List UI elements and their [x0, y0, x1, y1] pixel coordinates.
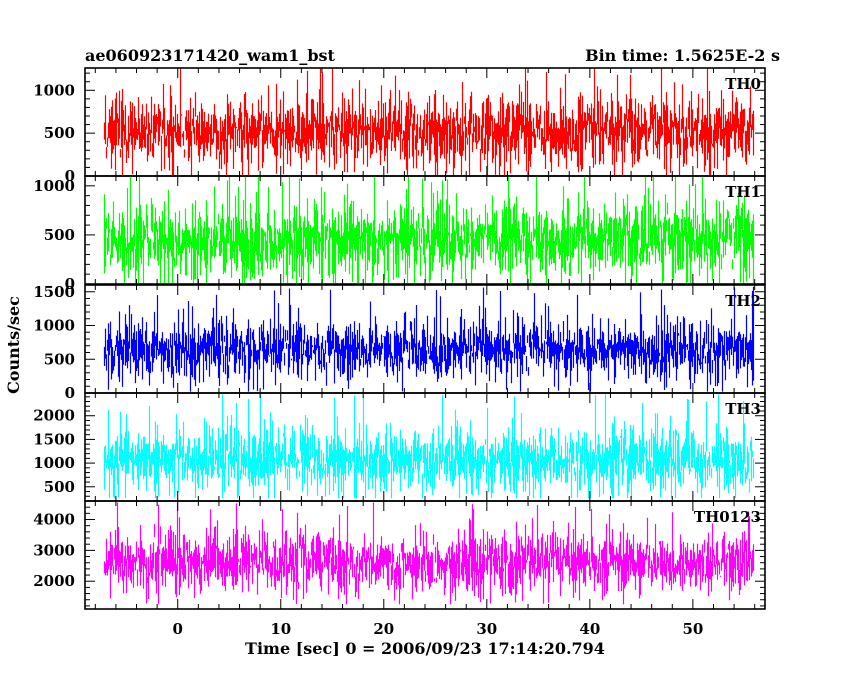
y-tick-label: 2000: [33, 407, 75, 425]
x-tick-label: 30: [476, 620, 497, 638]
x-tick-label: 50: [682, 620, 703, 638]
x-tick-label: 20: [373, 620, 394, 638]
y-tick-label: 1000: [33, 454, 75, 472]
series-th3: [103, 394, 755, 499]
y-tick-label: 500: [44, 350, 75, 368]
y-tick-label: 500: [44, 226, 75, 244]
y-tick-label: 500: [44, 124, 75, 142]
series-th2: [103, 286, 755, 392]
panel-th1: 0 500 1000 TH1: [33, 175, 766, 293]
y-tick-label: 0: [65, 167, 75, 185]
y-tick-label: 1500: [33, 430, 75, 448]
series-th0123: [103, 502, 755, 605]
bin-time-label: Bin time: 1.5625E-2 s: [585, 46, 780, 65]
y-tick-label: 3000: [33, 541, 75, 559]
panel-th0123: 2000 3000 4000 TH0123: [33, 500, 766, 610]
chart-title: ae060923171420_wam1_bst: [85, 46, 336, 65]
y-axis-label: Counts/sec: [4, 296, 23, 394]
panel-th2: 0 500 1000 1500 TH2: [33, 283, 766, 402]
panel-th3: 500 1000 1500 2000 TH3: [33, 392, 766, 502]
y-tick-label: 1000: [33, 177, 75, 195]
y-tick-label: 4000: [33, 511, 75, 529]
x-tick-label: 0: [173, 620, 183, 638]
y-tick-label: 0: [65, 275, 75, 293]
series-th1: [103, 176, 755, 283]
panel-label-th0: TH0: [725, 75, 761, 93]
y-tick-label: 0: [65, 384, 75, 402]
x-tick-label: 10: [270, 620, 291, 638]
panel-th0: 0 500 1000 TH0: [33, 67, 766, 185]
y-tick-label: 1000: [33, 81, 75, 99]
y-tick-label: 500: [44, 478, 75, 496]
y-tick-label: 1500: [33, 283, 75, 301]
panel-label-th3: TH3: [725, 400, 761, 418]
y-tick-label: 2000: [33, 572, 75, 590]
x-tick-label: 40: [579, 620, 600, 638]
series-th0: [103, 68, 755, 176]
panel-label-th2: TH2: [725, 292, 761, 310]
y-tick-label: 1000: [33, 317, 75, 335]
panel-label-th0123: TH0123: [694, 508, 761, 526]
panel-label-th1: TH1: [725, 183, 761, 201]
x-axis-label: Time [sec] 0 = 2006/09/23 17:14:20.794: [245, 639, 605, 658]
